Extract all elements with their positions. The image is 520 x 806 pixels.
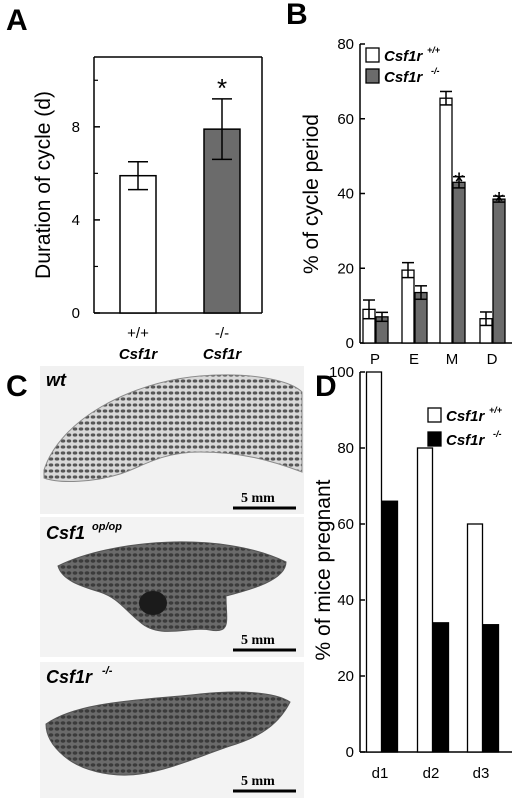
panel-label-b: B [286,0,308,31]
micrograph-op-op: Csf1 op/op 5 mm [40,517,304,657]
panel-d-legend-swatch-wt [427,407,442,423]
micrograph-wt-tissue [43,374,303,482]
panel-a-y-tick-label: 0 [72,305,80,322]
panel-b-bar [492,198,506,344]
panel-b-bar [452,181,466,344]
panel-b-bar [401,269,415,344]
panel-b-y-tick-label: 0 [346,335,354,352]
panel-b-bar [439,97,453,344]
panel-b-y-tick-label: 60 [337,111,354,128]
micrograph-csf1r-ko: Csf1r -/- 5 mm [40,662,304,798]
panel-d-bar [381,500,399,753]
micrograph-wt: wt 5 mm [40,366,304,514]
panel-d-x-tick-label: d3 [473,765,490,782]
panel-d-legend-sup-wt: +/+ [489,405,503,415]
panel-b-x-tick-label: D [487,351,498,368]
panel-b-legend-label-ko: Csf1r [384,69,424,86]
panel-a-chart: Duration of cycle (d) 0 4 8 +/+ Csf1r * -/- Csf… [32,56,263,363]
micrograph-wt-scale-label: 5 mm [241,491,275,506]
micrograph-csf1r-ko-tissue [45,691,291,776]
panel-d-bar [416,447,434,753]
panel-d-legend-swatch-ko [427,431,442,447]
panel-d-y-tick-label: 60 [337,516,354,533]
panel-d-y-tick-label: 80 [337,440,354,457]
micrograph-op-op-label-sup: op/op [92,521,122,533]
panel-b-legend: Csf1r +/+ Csf1r -/- [365,45,441,86]
panel-b-y-tick-label: 20 [337,260,354,277]
panel-label-c: C [6,370,28,403]
micrograph-op-op-dark-spot [139,591,167,615]
panel-d-y-tick-label: 100 [329,364,354,381]
panel-b-chart: % of cycle period Csf1r +/+ Csf1r -/- 0 2… [300,36,512,368]
panel-d-legend-label-ko: Csf1r [446,432,486,449]
panel-d-x-tick-label: d1 [372,765,389,782]
panel-d-legend-label-wt: Csf1r [446,408,486,425]
micrograph-csf1r-ko-label: Csf1r [46,667,93,687]
panel-d-bar [365,371,383,753]
panel-d-bar [482,624,500,753]
micrograph-op-op-label: Csf1 [46,523,85,543]
panel-a-y-axis-title: Duration of cycle (d) [32,91,55,279]
panel-d-x-tick-label: d2 [423,765,440,782]
micrograph-wt-label: wt [46,370,67,390]
panel-a-x-tick-label-gene: Csf1r [119,346,159,363]
panel-a-significance-star: * [217,73,227,103]
panel-b-legend-swatch-wt [365,47,380,63]
panel-b-y-axis-title: % of cycle period [300,114,323,274]
panel-c-micrographs: wt 5 mm Csf1 op/op 5 mm Csf1r -/- 5 mm [40,366,304,798]
panel-a-x-tick-label-gene: Csf1r [203,346,243,363]
micrograph-op-op-tissue [57,541,287,632]
panel-d-bar [432,622,450,753]
panel-label-d: D [315,370,337,403]
panel-b-y-tick-label: 80 [337,36,354,53]
panel-d-bar [466,523,484,753]
panel-b-legend-sup-wt: +/+ [427,45,441,55]
panel-d-y-tick-label: 40 [337,592,354,609]
micrograph-csf1r-ko-label-sup: -/- [102,665,113,677]
panel-b-legend-label-wt: Csf1r [384,48,424,65]
panel-a-bar [203,128,241,314]
panel-d-y-tick-label: 20 [337,668,354,685]
micrograph-op-op-scale-label: 5 mm [241,633,275,648]
panel-d-legend-sup-ko: -/- [493,429,502,439]
panel-a-y-tick-label: 8 [72,119,80,136]
panel-b-y-tick-label: 40 [337,186,354,203]
panel-d-y-tick-label: 0 [346,744,354,761]
panel-a-bar [119,174,157,314]
panel-b-significance-star: * [454,167,464,197]
panel-a-x-tick-label-genotype: -/- [215,325,229,342]
panel-a-x-tick-label-genotype: +/+ [127,325,149,342]
panel-a-y-tick-label: 4 [72,212,80,229]
panel-b-legend-swatch-ko [365,68,380,84]
panel-d-chart: % of mice pregnant Csf1r +/+ Csf1r -/- 0… [312,364,512,782]
micrograph-csf1r-ko-scale-label: 5 mm [241,774,275,789]
panel-b-bar [414,291,428,344]
panel-b-x-tick-label: E [409,351,419,368]
panel-d-y-axis-title: % of mice pregnant [312,479,335,660]
panel-b-significance-star: * [494,186,504,216]
panel-b-x-tick-label: M [446,351,459,368]
panel-label-a: A [6,4,28,37]
panel-b-x-tick-label: P [370,351,380,368]
panel-d-legend: Csf1r +/+ Csf1r -/- [427,405,503,449]
panel-b-legend-sup-ko: -/- [431,66,440,76]
